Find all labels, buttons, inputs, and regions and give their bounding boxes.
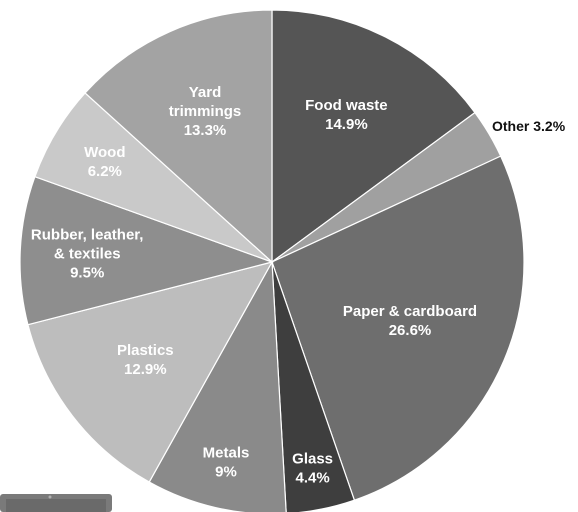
label-food-waste: Food waste 14.9%: [305, 97, 388, 133]
label-metals: Metals 9%: [203, 444, 250, 480]
label-paper-cardboard: Paper & cardboard 26.6%: [343, 303, 477, 339]
slice-plastics: [27, 261, 274, 483]
slice-rubber-leather: [19, 175, 275, 326]
slice-paper-cardboard: [271, 155, 525, 501]
slice-yard: [84, 9, 273, 264]
label-other-3-2: Other 3.2%: [492, 118, 566, 134]
pie-labels: Food waste 14.9% Other 3.2% Paper & cardboa…: [31, 84, 566, 486]
slice-glass: [271, 261, 356, 512]
label-yard: Yard trimmings 13.3%: [169, 84, 242, 139]
label-glass: Glass 4.4%: [292, 451, 333, 487]
label-wood: Wood 6.2%: [84, 144, 125, 180]
slice-metals: [148, 259, 287, 512]
label-rubber-leather: Rubber, leather, & textiles 9.5%: [31, 226, 144, 281]
label-plastics: Plastics 12.9%: [117, 342, 174, 378]
pie-slices: [19, 9, 525, 512]
slice-food-waste: [271, 9, 476, 264]
device-image: [0, 494, 112, 512]
